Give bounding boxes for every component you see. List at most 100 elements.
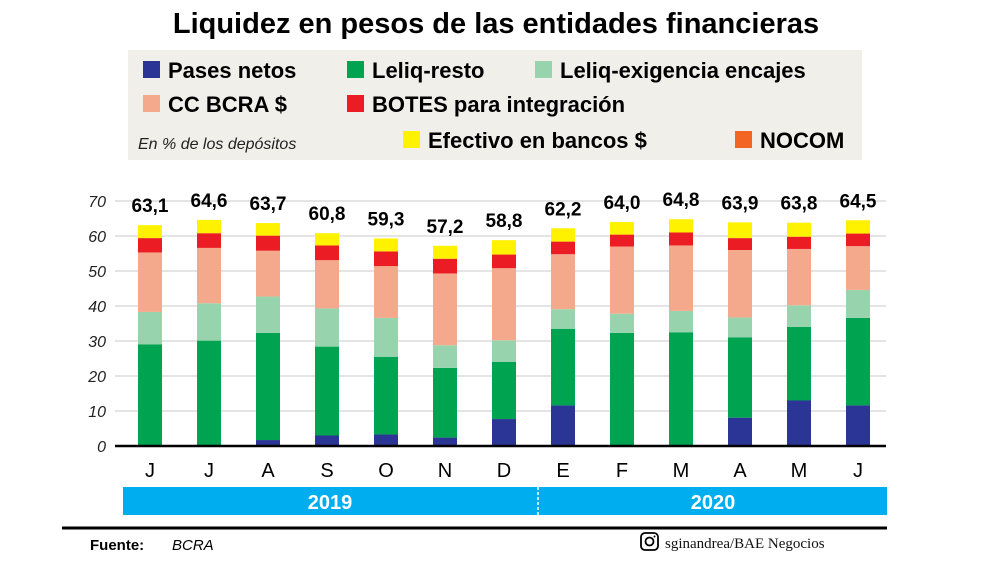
bar-segment <box>669 245 693 311</box>
total-label: 64,0 <box>604 193 641 214</box>
bar-segment <box>315 245 339 261</box>
bar-segment <box>197 340 221 446</box>
bar-segment <box>492 419 516 446</box>
bar-segment <box>433 367 457 438</box>
bar-segment <box>256 296 280 333</box>
bar-segment <box>787 222 811 237</box>
bar-segment <box>669 310 693 333</box>
bar-segment <box>256 235 280 251</box>
y-tick-label: 0 <box>97 439 106 456</box>
bar-segment <box>551 241 575 255</box>
source-label: Fuente: <box>90 537 144 554</box>
legend-label: BOTES para integración <box>372 92 625 117</box>
legend-swatch <box>143 95 160 112</box>
x-tick-label: N <box>438 460 452 482</box>
bar-segment <box>787 305 811 327</box>
total-label: 64,6 <box>191 191 228 212</box>
bar-segment <box>492 362 516 420</box>
total-label: 62,2 <box>545 199 582 220</box>
bar-segment <box>374 434 398 446</box>
x-tick-label: M <box>791 460 808 482</box>
legend-swatch <box>347 95 364 112</box>
bar-segment <box>374 251 398 267</box>
bar-segment <box>374 317 398 357</box>
bar-segment <box>138 344 162 446</box>
bar-segment <box>610 234 634 247</box>
bar-segment <box>846 317 870 406</box>
bar-segment <box>433 273 457 346</box>
legend-swatch <box>735 131 752 148</box>
bar-segment <box>492 268 516 341</box>
total-label: 64,8 <box>663 190 700 211</box>
chart-subtitle: En % de los depósitos <box>138 136 296 153</box>
total-label: 63,7 <box>250 194 287 215</box>
year-label-2019: 2019 <box>308 492 353 514</box>
bar-segment <box>669 332 693 446</box>
total-label: 64,5 <box>840 191 877 212</box>
x-tick-label: D <box>497 460 511 482</box>
bar-segment <box>492 254 516 269</box>
bar-segment <box>315 260 339 309</box>
year-bar <box>123 487 887 515</box>
bar-segment <box>728 238 752 250</box>
bar-segment <box>728 222 752 239</box>
bar-segment <box>374 356 398 435</box>
legend-label: Leliq-resto <box>372 58 484 83</box>
total-label: 63,8 <box>781 194 818 215</box>
bar-segment <box>551 228 575 242</box>
legend-label: Pases netos <box>168 58 296 83</box>
bar-segment <box>138 311 162 345</box>
total-label: 60,8 <box>309 204 346 225</box>
bar-segment <box>256 440 280 446</box>
bar-segment <box>197 233 221 248</box>
bar-segment <box>669 219 693 233</box>
bar-segment <box>374 238 398 252</box>
bar-segment <box>433 258 457 274</box>
legend-label: NOCOM <box>760 128 844 153</box>
y-tick-label: 40 <box>88 299 106 316</box>
bar-segment <box>846 246 870 290</box>
bar-segment <box>492 340 516 362</box>
source-value: BCRA <box>172 537 214 554</box>
bar-segment <box>787 400 811 446</box>
legend: Pases netos Leliq-resto Leliq-exigencia en… <box>143 58 844 153</box>
x-tick-label: E <box>556 460 569 482</box>
bar-segment <box>728 250 752 318</box>
bar-segment <box>846 220 870 234</box>
x-tick-label: J <box>204 460 214 482</box>
y-tick-label: 70 <box>88 194 106 211</box>
bar-segment <box>728 337 752 418</box>
bar-segment <box>551 405 575 446</box>
y-tick-label: 10 <box>88 404 106 421</box>
x-tick-label: A <box>733 460 747 482</box>
y-tick-label: 50 <box>88 264 106 281</box>
y-tick-label: 30 <box>88 334 106 351</box>
legend-swatch <box>403 131 420 148</box>
bars: 63,1 64,6 63,7 60,8 59,3 57,2 58,8 62,2 64,0 64,8… <box>132 190 877 446</box>
legend-swatch <box>535 61 552 78</box>
bar-segment <box>846 405 870 446</box>
y-tick-label: 60 <box>88 229 106 246</box>
bar-segment <box>787 236 811 249</box>
bar-segment <box>433 437 457 446</box>
credit-text: sginandrea/BAE Negocios <box>665 536 825 552</box>
bar-segment <box>669 232 693 246</box>
bar-segment <box>138 225 162 239</box>
instagram-icon <box>640 532 659 551</box>
bar-segment <box>846 289 870 318</box>
bar-segment <box>197 247 221 304</box>
bar-segment <box>433 245 457 259</box>
total-label: 63,9 <box>722 193 759 214</box>
bar-segment <box>610 222 634 235</box>
legend-swatch <box>347 61 364 78</box>
x-tick-label: F <box>616 460 628 482</box>
bar-segment <box>846 233 870 247</box>
bar-segment <box>551 254 575 310</box>
x-tick-label: J <box>145 460 155 482</box>
x-tick-label: J <box>853 460 863 482</box>
bar-segment <box>787 248 811 306</box>
total-label: 58,8 <box>486 211 523 232</box>
bar-segment <box>315 346 339 436</box>
